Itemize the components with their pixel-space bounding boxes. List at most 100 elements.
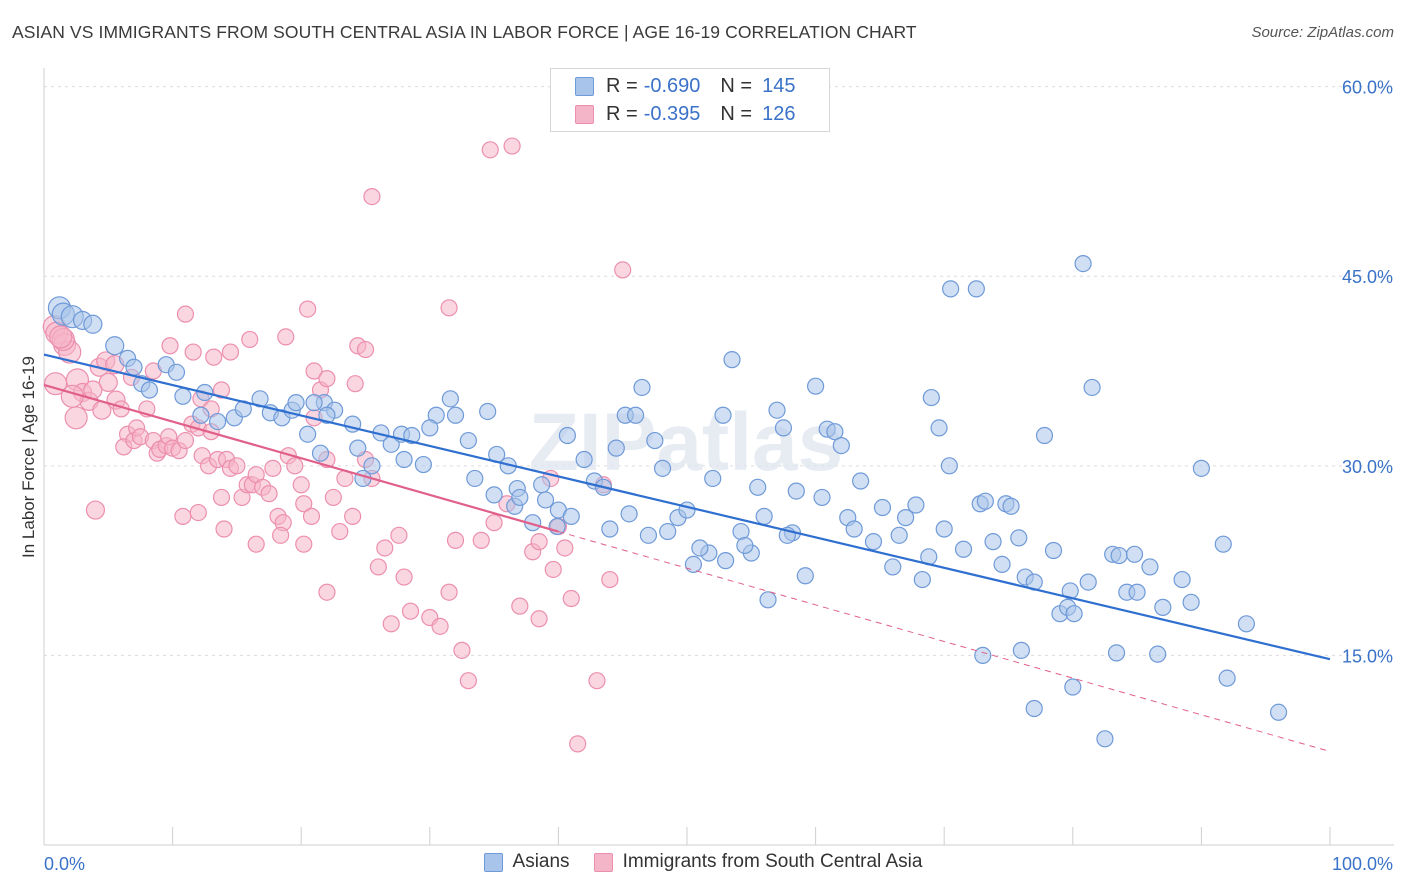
series-immigrants bbox=[42, 137, 632, 753]
asians-point bbox=[1096, 730, 1114, 748]
asians-point bbox=[826, 423, 844, 441]
asians-point bbox=[1214, 535, 1232, 553]
legend-item-asians[interactable]: Asians bbox=[483, 851, 570, 873]
axes bbox=[43, 68, 1394, 846]
asians-point bbox=[459, 431, 477, 450]
asians-point bbox=[704, 469, 722, 488]
asians-point bbox=[684, 555, 703, 574]
asians-point bbox=[723, 351, 741, 369]
immigrants-point bbox=[221, 343, 240, 361]
chart-title: ASIAN VS IMMIGRANTS FROM SOUTH CENTRAL A… bbox=[12, 22, 917, 42]
asians-point bbox=[1002, 497, 1020, 515]
asians-point bbox=[993, 555, 1011, 574]
y-tick-label-0: 15.0% bbox=[1342, 646, 1393, 666]
asians-point bbox=[395, 450, 413, 469]
asians-point bbox=[485, 486, 503, 504]
asians-point bbox=[897, 509, 915, 527]
asians-point bbox=[653, 459, 672, 477]
immigrants-point bbox=[302, 507, 321, 525]
asians-point bbox=[1035, 426, 1054, 445]
asians-point bbox=[446, 406, 465, 424]
legend-item-immigrants[interactable]: Immigrants from South Central Asia bbox=[593, 851, 922, 873]
asians-point bbox=[363, 457, 381, 475]
asians-point bbox=[954, 540, 973, 558]
immigrants-point bbox=[459, 672, 477, 690]
legend-row-immigrants: R = -0.395 N = 126 bbox=[575, 101, 795, 127]
asians-point bbox=[466, 469, 484, 488]
asians-point bbox=[533, 476, 551, 494]
legend-row-asians: R = -0.690 N = 145 bbox=[575, 73, 795, 99]
immigrants-trend-line bbox=[43, 383, 559, 533]
asians-point bbox=[601, 520, 619, 538]
asians-point bbox=[984, 533, 1002, 551]
asians-point bbox=[311, 444, 330, 462]
asians-point bbox=[620, 505, 638, 523]
immigrants-point bbox=[453, 641, 471, 659]
asians-point bbox=[806, 377, 825, 395]
asians-point bbox=[1237, 615, 1256, 633]
asians-point bbox=[575, 450, 593, 469]
immigrants-point bbox=[588, 672, 606, 690]
source-label: Source: ZipAtlas.com bbox=[1251, 24, 1394, 41]
asians-point bbox=[421, 419, 439, 437]
asians-point bbox=[659, 522, 677, 541]
immigrants-point bbox=[395, 568, 413, 586]
immigrants-point bbox=[356, 340, 375, 359]
asians-point bbox=[864, 533, 883, 551]
immigrants-point bbox=[176, 305, 195, 323]
asians-point bbox=[1218, 669, 1236, 687]
asians-point bbox=[774, 419, 793, 437]
n-label: N = bbox=[720, 74, 753, 97]
asians-swatch bbox=[483, 852, 503, 872]
asians-point bbox=[192, 406, 210, 424]
immigrants-point bbox=[344, 507, 362, 525]
immigrants-point bbox=[401, 602, 420, 620]
immigrants-point bbox=[376, 539, 394, 557]
series-legend: Asians Immigrants from South Central Asi… bbox=[0, 851, 1406, 873]
immigrants-point bbox=[440, 583, 458, 601]
immigrants-point bbox=[215, 520, 233, 538]
asians-point bbox=[125, 358, 143, 376]
immigrants-point bbox=[299, 300, 317, 318]
asians-point bbox=[749, 478, 767, 496]
asians-point bbox=[967, 280, 985, 298]
immigrants-point bbox=[241, 330, 259, 349]
asians-point bbox=[646, 431, 664, 450]
asians-point bbox=[1064, 678, 1082, 696]
r-label: R = bbox=[606, 102, 638, 125]
asians-point bbox=[1074, 254, 1092, 273]
series-asians bbox=[47, 254, 1288, 748]
asians-point bbox=[536, 491, 555, 509]
r-value: -0.690 bbox=[643, 74, 701, 97]
immigrants-point bbox=[205, 348, 223, 366]
asians-point bbox=[167, 363, 186, 381]
y-axis-label: In Labor Force | Age 16-19 bbox=[19, 356, 38, 558]
immigrants-point bbox=[305, 362, 323, 380]
asians-point bbox=[305, 394, 323, 412]
asians-point bbox=[1125, 545, 1144, 563]
trend-lines bbox=[43, 353, 1331, 752]
immigrants-point bbox=[264, 459, 282, 477]
immigrants-point bbox=[176, 431, 195, 450]
asians-point bbox=[873, 498, 892, 517]
n-label: N = bbox=[720, 102, 753, 125]
immigrants-point bbox=[295, 535, 313, 553]
immigrants-point bbox=[331, 522, 349, 541]
x-tick-label-1: 100.0% bbox=[1332, 854, 1393, 874]
asians-point bbox=[691, 539, 709, 557]
asians-point bbox=[759, 591, 777, 609]
asians-point bbox=[1010, 529, 1028, 547]
stats-legend: R = -0.690 N = 145 R = -0.395 N = 126 bbox=[550, 68, 830, 132]
immigrants-point bbox=[318, 370, 336, 388]
asians-point bbox=[1173, 570, 1191, 589]
immigrants-point bbox=[382, 615, 400, 633]
asians-point bbox=[209, 412, 227, 431]
immigrants-point bbox=[569, 735, 587, 753]
asians-point bbox=[318, 406, 336, 424]
asians-point bbox=[930, 419, 948, 437]
r-value: -0.395 bbox=[643, 102, 701, 125]
asians-point bbox=[942, 280, 960, 298]
n-value: 126 bbox=[762, 102, 796, 125]
immigrants-point bbox=[472, 531, 490, 549]
